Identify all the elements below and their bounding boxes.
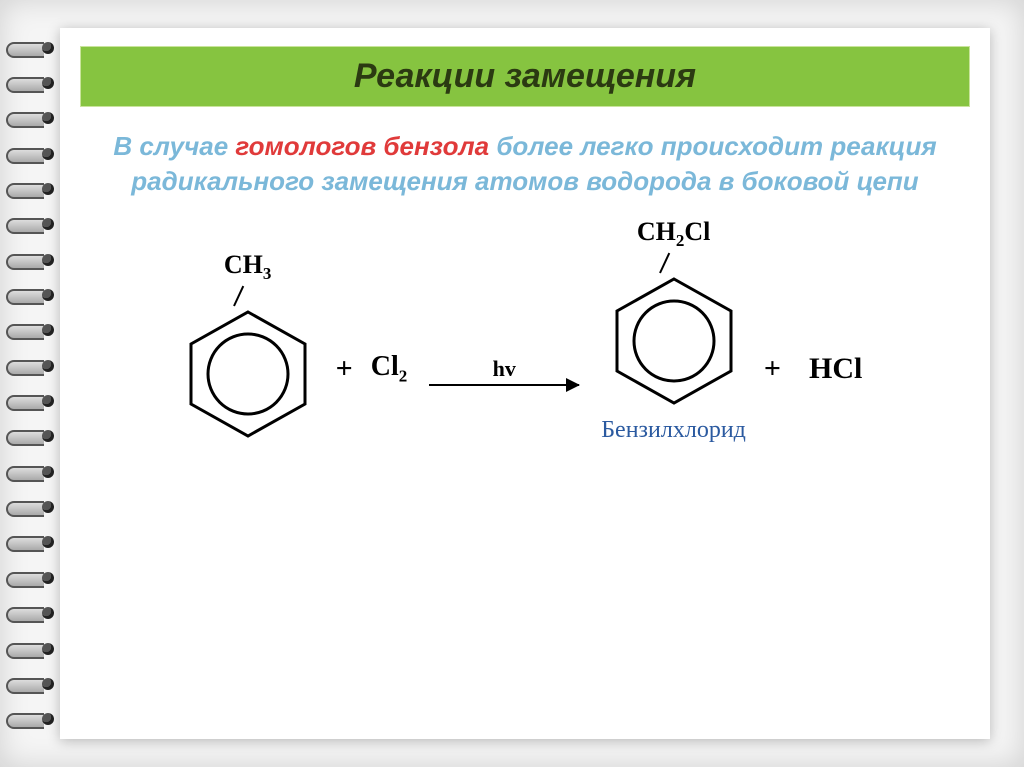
slide-subtitle: В случае гомологов бензола более легко п… bbox=[110, 129, 940, 199]
slide-page: Реакции замещения В случае гомологов бен… bbox=[60, 28, 990, 739]
benzene-ring-icon bbox=[178, 304, 318, 444]
byproduct-hcl: HCl bbox=[809, 352, 862, 386]
reaction-scheme: CH3 + Cl2 hv CH2Cl bbox=[80, 217, 970, 444]
reaction-arrow: hv bbox=[429, 356, 579, 386]
product-name: Бензилхлорид bbox=[601, 417, 746, 444]
product-substituent: CH2Cl bbox=[637, 217, 711, 251]
plus-sign: + bbox=[336, 352, 353, 386]
spiral-binding bbox=[0, 0, 60, 767]
plus-sign: + bbox=[764, 352, 781, 386]
subtitle-highlight: гомологов бензола bbox=[235, 131, 489, 161]
slide-title: Реакции замещения bbox=[354, 57, 696, 95]
reactant-substituent: CH3 bbox=[224, 250, 272, 284]
subtitle-pre: В случае bbox=[113, 131, 235, 161]
title-bar: Реакции замещения bbox=[80, 46, 970, 107]
product-benzylchloride: CH2Cl Бензилхлорид bbox=[601, 217, 746, 444]
slide-frame: Реакции замещения В случае гомологов бен… bbox=[0, 0, 1024, 767]
reactant-toluene: CH3 bbox=[178, 250, 318, 444]
reagent-cl2: Cl2 bbox=[371, 351, 408, 387]
arrow-condition: hv bbox=[493, 356, 516, 382]
arrow-line bbox=[429, 384, 579, 386]
benzene-ring-icon bbox=[604, 271, 744, 411]
